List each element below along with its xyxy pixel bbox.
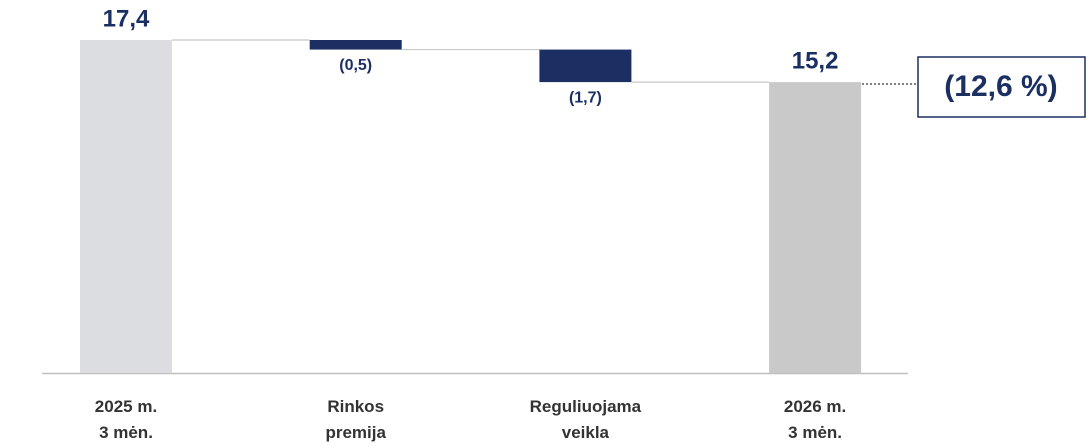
- bar: [539, 49, 632, 83]
- x-tick-label: 2025 m. 3 mėn.: [94, 397, 158, 442]
- bar: [309, 40, 402, 50]
- value-label: 17,4: [103, 5, 150, 32]
- x-tick-label: Rinkos premija: [325, 397, 386, 442]
- bar: [769, 82, 862, 373]
- annotation-box: [917, 56, 1086, 118]
- value-label: 15,2: [792, 47, 839, 74]
- bar: [80, 40, 172, 373]
- value-label: (0,5): [339, 57, 372, 74]
- value-label: (1,7): [569, 89, 602, 106]
- annotation: (12,6 %): [944, 70, 1057, 103]
- x-tick-label: 2026 m. 3 mėn.: [783, 397, 847, 442]
- x-tick-label: Reguliuojama veikla: [529, 397, 642, 442]
